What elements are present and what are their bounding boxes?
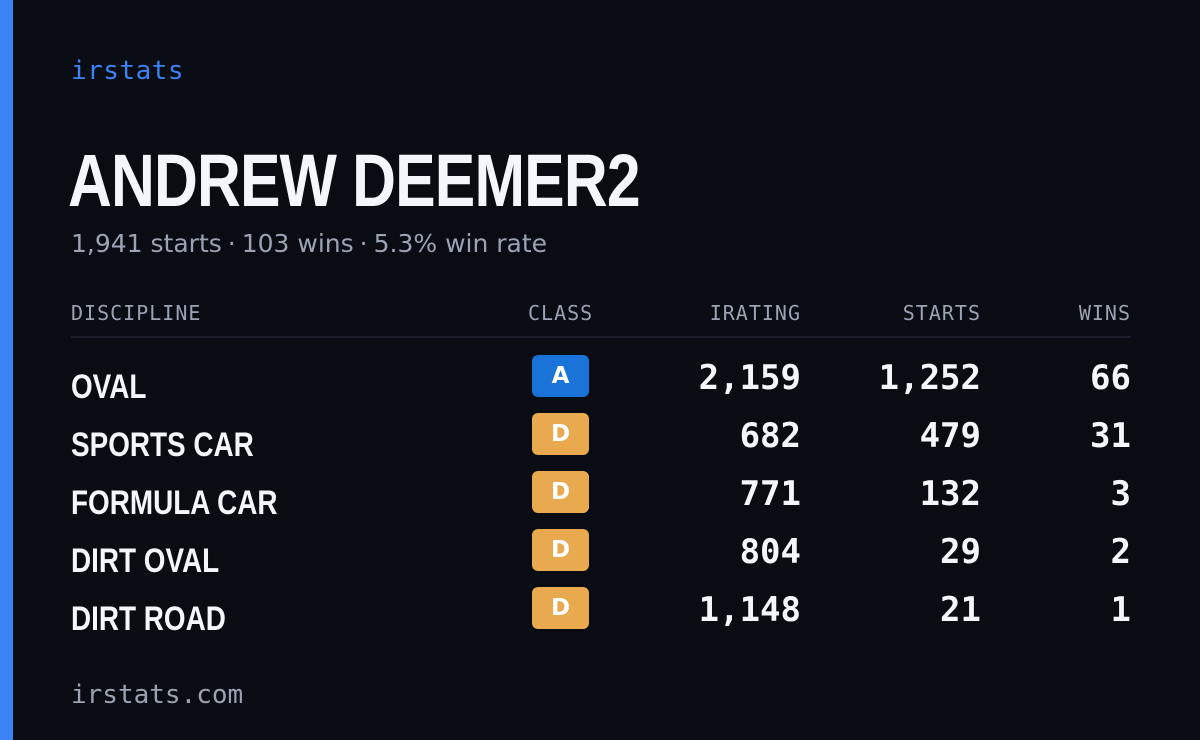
- header-irating: IRATING: [709, 301, 801, 325]
- class-badge: D: [532, 471, 589, 513]
- summary-win-rate: 5.3% win rate: [373, 229, 548, 258]
- header-discipline: DISCIPLINE: [71, 301, 202, 325]
- starts-value: 479: [919, 416, 981, 456]
- table-body: OVAL A 2,159 1,252 66 SPORTS CAR D 682 4…: [71, 354, 1131, 644]
- summary-separator: ·: [359, 229, 368, 258]
- header-wins: WINS: [1078, 301, 1131, 325]
- wins-value: 31: [1090, 416, 1131, 456]
- starts-value: 21: [940, 590, 981, 630]
- table-row: OVAL A 2,159 1,252 66: [71, 354, 1131, 412]
- class-badge: D: [532, 587, 589, 629]
- class-badge: D: [532, 413, 589, 455]
- wins-value: 3: [1110, 474, 1131, 514]
- summary-separator: ·: [227, 229, 236, 258]
- driver-summary: 1,941 starts · 103 wins · 5.3% win rate: [71, 229, 547, 258]
- table-row: DIRT ROAD D 1,148 21 1: [71, 586, 1131, 644]
- header-class: CLASS: [528, 301, 594, 325]
- irating-value: 804: [739, 532, 801, 572]
- stats-table: DISCIPLINE CLASS IRATING STARTS WINS OVA…: [71, 298, 1131, 644]
- accent-bar: [0, 0, 13, 740]
- starts-value: 1,252: [878, 358, 981, 398]
- irating-value: 2,159: [698, 358, 801, 398]
- discipline-name: DIRT OVAL: [71, 542, 220, 580]
- table-row: FORMULA CAR D 771 132 3: [71, 470, 1131, 528]
- discipline-name: FORMULA CAR: [71, 484, 278, 522]
- summary-wins: 103 wins: [241, 229, 354, 258]
- starts-value: 132: [919, 474, 981, 514]
- wins-value: 1: [1110, 590, 1131, 630]
- discipline-name: SPORTS CAR: [71, 426, 254, 464]
- discipline-name: OVAL: [71, 368, 147, 406]
- irating-value: 682: [739, 416, 801, 456]
- wins-value: 66: [1090, 358, 1131, 398]
- discipline-name: DIRT ROAD: [71, 600, 226, 638]
- header-starts: STARTS: [902, 301, 981, 325]
- footer-url[interactable]: irstats.com: [71, 680, 244, 710]
- class-badge: A: [532, 355, 589, 397]
- table-row: SPORTS CAR D 682 479 31: [71, 412, 1131, 470]
- table-row: DIRT OVAL D 804 29 2: [71, 528, 1131, 586]
- irating-value: 771: [739, 474, 801, 514]
- brand-logo[interactable]: irstats: [71, 56, 185, 86]
- table-header: DISCIPLINE CLASS IRATING STARTS WINS: [71, 298, 1131, 338]
- wins-value: 2: [1110, 532, 1131, 572]
- irating-value: 1,148: [698, 590, 801, 630]
- starts-value: 29: [940, 532, 981, 572]
- summary-starts: 1,941 starts: [71, 229, 222, 258]
- driver-name: ANDREW DEEMER2: [68, 139, 641, 222]
- class-badge: D: [532, 529, 589, 571]
